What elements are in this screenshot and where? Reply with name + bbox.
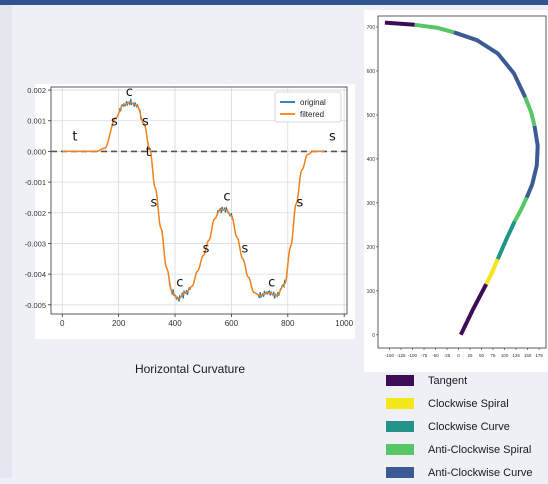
- legend-item-anti-clockwise-curve: Anti-Clockwise Curve: [386, 461, 548, 484]
- x-tick-label: 50: [479, 353, 485, 358]
- legend-label: Anti-Clockwise Curve: [428, 466, 533, 479]
- y-tick-label: 700: [367, 25, 376, 31]
- legend-label: original: [300, 98, 326, 107]
- y-tick-label: 0.000: [27, 147, 46, 156]
- annotation-label: s: [111, 114, 118, 129]
- x-tick-label: 75: [491, 353, 497, 358]
- annotation-label: s: [151, 196, 158, 211]
- y-tick-label: 300: [367, 201, 376, 207]
- x-tick-label: 150: [524, 353, 532, 358]
- alignment-plot-panel: 0 100 200 300 400 500 600 700 -150 -125 -100 -75 -50…: [364, 10, 548, 372]
- legend-label: Clockwise Spiral: [428, 397, 509, 410]
- top-accent-bar: [0, 0, 548, 5]
- y-tick-label: 500: [367, 113, 376, 119]
- legend-swatch: [386, 467, 414, 478]
- annotation-label: s: [242, 242, 249, 257]
- x-tick-label: 175: [535, 353, 543, 358]
- alignment-segment: [484, 258, 500, 286]
- legend-item-clockwise-spiral: Clockwise Spiral: [386, 392, 548, 415]
- alignment-segment: [495, 220, 517, 260]
- annotation-label: s: [297, 196, 304, 211]
- x-tick-label: 600: [225, 319, 239, 328]
- plot-frame: [50, 86, 348, 315]
- x-tick-label: 0: [457, 353, 460, 358]
- y-tick-label: 400: [367, 157, 376, 163]
- annotation-label: t: [146, 145, 151, 160]
- annotation-label: s: [203, 242, 210, 257]
- legend-label: Anti-Clockwise Spiral: [428, 443, 532, 456]
- x-tick-label: -150: [385, 353, 395, 358]
- y-tick-label: -0.002: [25, 209, 46, 218]
- x-tick-label: -50: [432, 353, 439, 358]
- alignment-segment: [512, 196, 529, 223]
- annotation-label: s: [329, 130, 336, 145]
- legend-label: Clockwise Curve: [428, 420, 510, 433]
- annotation-label: s: [142, 114, 149, 129]
- x-tick-label: 0: [60, 319, 65, 328]
- y-tick-label: 0.002: [27, 86, 46, 95]
- curvature-chart: 0 200 400 600 800 1000 0.002 0.001 0.000 -0.001 -0…: [25, 85, 354, 328]
- y-tick-label: 0.001: [27, 117, 46, 126]
- legend-swatch: [386, 421, 414, 432]
- x-tick-label: 125: [512, 353, 520, 358]
- left-margin-strip: [0, 5, 12, 478]
- legend-swatch: [386, 444, 414, 455]
- legend-item-tangent: Tangent: [386, 369, 548, 392]
- x-tick-label: 800: [281, 319, 295, 328]
- y-tick-label: 600: [367, 69, 376, 75]
- legend-label: Tangent: [428, 374, 468, 387]
- annotation-label: c: [176, 275, 183, 290]
- y-tick-label: -0.004: [25, 270, 46, 279]
- annotation-label: c: [223, 190, 230, 205]
- alignment-segment: [414, 22, 455, 35]
- alignment-segment: [384, 20, 415, 27]
- curvature-chart-panel: 0 200 400 600 800 1000 0.002 0.001 0.000 -0.001 -0…: [25, 84, 355, 339]
- annotation-label: c: [126, 85, 133, 100]
- chart-caption: Horizontal Curvature: [134, 362, 246, 376]
- x-tick-label: -25: [444, 353, 451, 358]
- y-tick-label: 100: [367, 289, 376, 295]
- x-tick-label: -100: [408, 353, 418, 358]
- x-tick-label: 25: [468, 353, 474, 358]
- annotation-label: t: [72, 130, 77, 145]
- legend-swatch: [386, 398, 414, 409]
- x-tick-label: 100: [501, 353, 509, 358]
- series-filtered-line: [62, 101, 325, 300]
- legend-label: filtered: [300, 110, 324, 119]
- alignment-segment: [453, 30, 528, 99]
- alignment-segment: [524, 125, 540, 199]
- segment-legend: Tangent Clockwise Spiral Clockwise Curve…: [386, 369, 548, 484]
- x-tick-label: 200: [112, 319, 126, 328]
- y-tick-label: -0.003: [25, 239, 46, 248]
- y-tick-label: -0.005: [25, 301, 46, 310]
- x-tick-label: 400: [168, 319, 182, 328]
- legend-swatch: [386, 375, 414, 386]
- legend-item-anti-clockwise-spiral: Anti-Clockwise Spiral: [386, 438, 548, 461]
- y-tick-label: 0: [372, 333, 375, 339]
- annotation-label: c: [268, 275, 275, 290]
- plot-frame: [377, 15, 547, 349]
- alignment-segment: [523, 96, 537, 127]
- y-tick-label: 200: [367, 245, 376, 251]
- y-tick-label: -0.001: [25, 178, 46, 187]
- series-original-line: [62, 98, 325, 302]
- legend-item-clockwise-curve: Clockwise Curve: [386, 415, 548, 438]
- x-tick-label: -75: [421, 353, 428, 358]
- alignment-segment: [458, 283, 488, 336]
- x-tick-label: -125: [397, 353, 407, 358]
- x-tick-label: 1000: [335, 319, 353, 328]
